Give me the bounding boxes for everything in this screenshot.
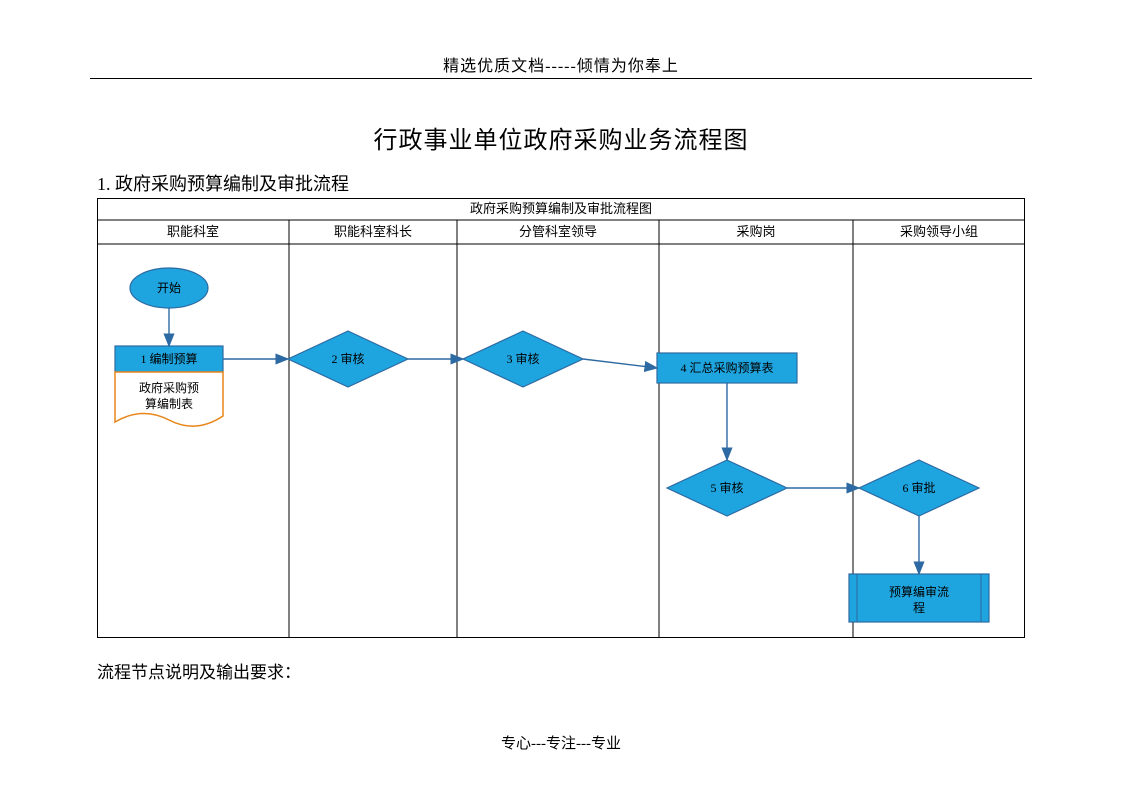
lane-header: 职能科室科长: [334, 224, 412, 239]
svg-text:6 审批: 6 审批: [902, 480, 935, 495]
header-rule: [90, 78, 1032, 79]
svg-text:开始: 开始: [157, 281, 181, 295]
svg-text:4 汇总采购预算表: 4 汇总采购预算表: [680, 360, 773, 375]
lane-header: 分管科室领导: [519, 224, 597, 239]
section-title: 1. 政府采购预算编制及审批流程: [97, 170, 349, 196]
flowchart: 政府采购预算编制及审批流程图职能科室 职能科室科长 分管科室领导 采购岗 采购领导小组开…: [97, 198, 1025, 638]
lane-header: 采购岗: [736, 224, 775, 239]
flowchart-container: 政府采购预算编制及审批流程图职能科室 职能科室科长 分管科室领导 采购岗 采购领导小组开…: [97, 198, 1025, 638]
svg-text:3 审核: 3 审核: [506, 351, 539, 366]
post-diagram-text: 流程节点说明及输出要求：: [97, 658, 301, 683]
svg-text:1 编制预算: 1 编制预算: [140, 351, 197, 366]
chart-title: 政府采购预算编制及审批流程图: [470, 201, 652, 216]
lane-header: 职能科室: [167, 224, 219, 239]
svg-text:算编制表: 算编制表: [145, 396, 193, 411]
svg-text:2 审核: 2 审核: [331, 351, 364, 366]
svg-text:预算编审流: 预算编审流: [889, 584, 949, 599]
page-header: 精选优质文档-----倾情为你奉上: [0, 52, 1122, 76]
svg-text:政府采购预: 政府采购预: [139, 380, 199, 395]
svg-text:程: 程: [913, 600, 925, 615]
lane-header: 采购领导小组: [900, 224, 978, 239]
main-title: 行政事业单位政府采购业务流程图: [0, 120, 1122, 155]
svg-text:5 审核: 5 审核: [710, 480, 743, 495]
page-footer: 专心---专注---专业: [0, 732, 1122, 753]
